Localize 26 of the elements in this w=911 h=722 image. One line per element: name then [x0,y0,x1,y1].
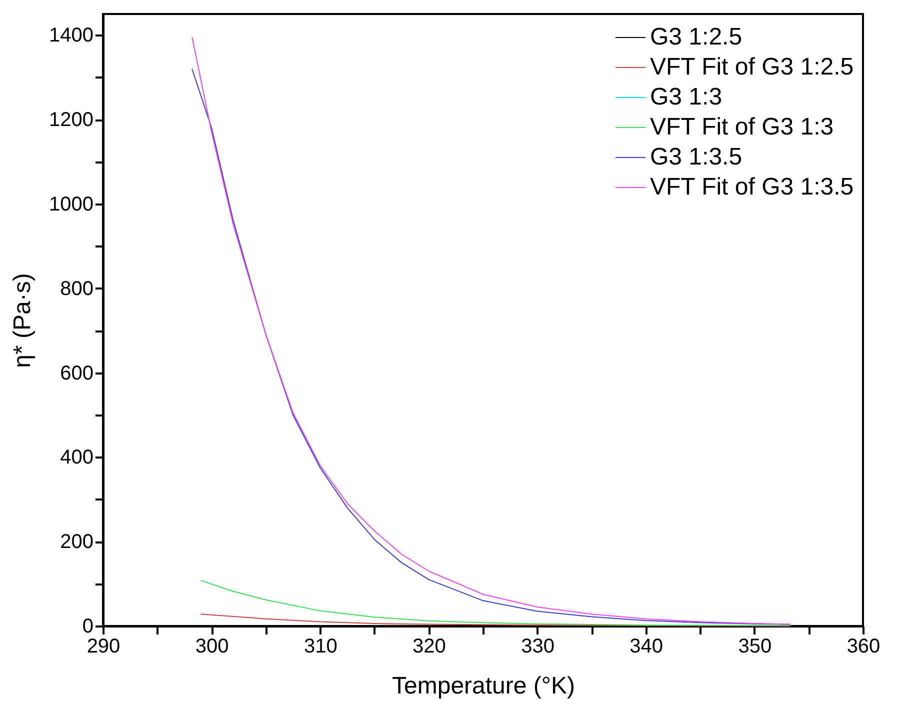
y-tick-label: 200 [60,531,94,554]
y-tick-label: 0 [82,616,94,638]
x-tick-label: 290 [86,636,120,658]
x-axis-title: Temperature (°K) [392,672,575,700]
legend-label: G3 1:2.5 [650,24,742,50]
legend-label: VFT Fit of G3 1:3.5 [650,174,854,200]
y-tick-label: 1200 [49,109,94,132]
line-series [200,580,791,626]
legend-label: G3 1:3 [650,84,722,110]
x-tick-label: 360 [846,636,880,658]
y-tick-label: 800 [60,278,94,300]
legend-label: VFT Fit of G3 1:3 [650,114,834,140]
y-tick-label: 400 [60,446,94,469]
y-tick-label: 1000 [49,193,94,216]
x-tick-label: 350 [738,636,772,658]
x-tick-label: 340 [630,636,664,658]
x-tick-label: 300 [195,636,229,658]
y-axis-title: η* (Pa·s) [9,273,36,368]
x-tick-label: 330 [521,636,554,658]
x-tick-label: 320 [412,636,446,658]
y-tick-label: 600 [60,362,94,384]
x-tick-label: 310 [304,636,338,658]
line-series [200,614,791,626]
legend-label: G3 1:3.5 [650,144,742,170]
legend-label: VFT Fit of G3 1:2.5 [650,54,854,80]
y-tick-label: 1400 [49,24,94,47]
